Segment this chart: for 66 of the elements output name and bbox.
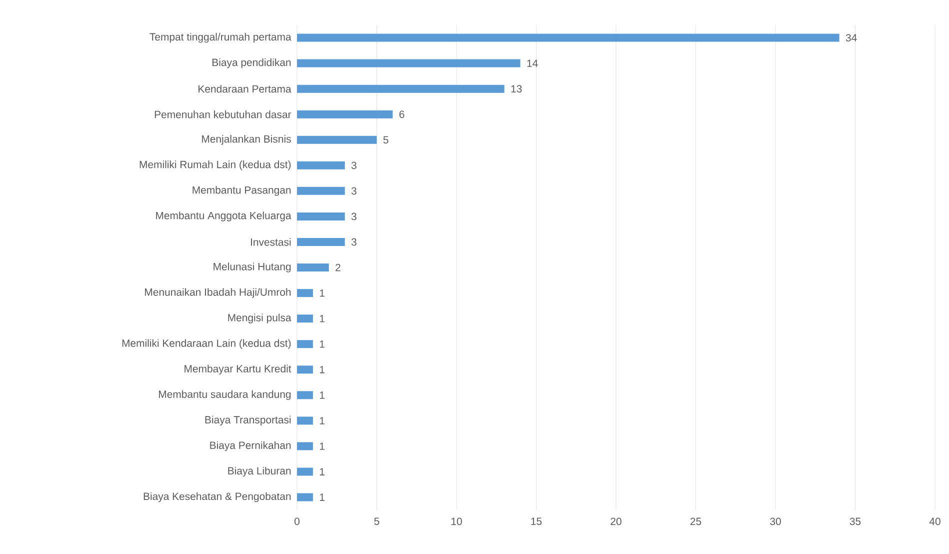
y-tick-label: Investasi bbox=[251, 238, 291, 246]
bar bbox=[297, 136, 377, 144]
y-tick-label: Biaya Transportasi bbox=[205, 416, 291, 426]
data-label: 1 bbox=[320, 417, 324, 424]
y-tick-label: Menunaikan Ibadah Haji/Umroh bbox=[145, 288, 291, 298]
y-tick-label: Pemenuhan kebutuhan dasar bbox=[154, 110, 292, 118]
y-tick-label: Memiliki Rumah Lain (kedua dst) bbox=[140, 160, 291, 170]
data-label: 5 bbox=[383, 136, 388, 144]
data-label: 3 bbox=[351, 187, 356, 195]
x-tick-label: 35 bbox=[850, 518, 861, 526]
x-tick-label: 0 bbox=[294, 518, 300, 526]
x-tick-label: 10 bbox=[451, 518, 462, 526]
bar bbox=[297, 314, 313, 323]
data-label: 1 bbox=[320, 366, 324, 374]
bar bbox=[297, 289, 313, 298]
bar bbox=[297, 84, 504, 93]
y-tick-label: Membayar Kartu Kredit bbox=[184, 364, 292, 374]
bar bbox=[297, 493, 313, 502]
x-tick-label: 40 bbox=[929, 518, 940, 526]
data-label: 1 bbox=[320, 494, 324, 501]
x-tick-label: 15 bbox=[531, 518, 542, 525]
x-tick-label: 25 bbox=[690, 518, 702, 526]
data-label: 14 bbox=[527, 60, 538, 67]
data-label: 1 bbox=[320, 392, 324, 399]
y-tick-label: Biaya Kesehatan & Pengobatan bbox=[144, 492, 291, 502]
data-label: 1 bbox=[320, 468, 324, 476]
bar bbox=[297, 212, 345, 220]
data-label: 2 bbox=[336, 264, 340, 272]
bar bbox=[297, 59, 520, 68]
y-tick-label: Biaya Liburan bbox=[228, 466, 291, 477]
data-label: 1 bbox=[320, 442, 324, 450]
y-tick-label: Tempat tinggal/rumah pertama bbox=[150, 32, 292, 43]
data-label: 3 bbox=[351, 162, 356, 170]
y-tick-label: Menjalankan Bisnis bbox=[202, 134, 291, 145]
bar bbox=[297, 416, 313, 425]
data-label: 3 bbox=[351, 212, 356, 220]
bar bbox=[297, 238, 345, 246]
x-tick-label: 30 bbox=[770, 518, 781, 526]
data-label: 3 bbox=[351, 238, 356, 246]
data-label: 1 bbox=[320, 314, 324, 322]
bar bbox=[297, 442, 313, 450]
bar bbox=[297, 264, 329, 272]
bar bbox=[297, 391, 313, 400]
bar bbox=[297, 340, 313, 348]
bar bbox=[297, 161, 345, 170]
y-tick-label: Melunasi Hutang bbox=[214, 262, 291, 272]
y-tick-label: Kendaraan Pertama bbox=[198, 84, 292, 93]
bar bbox=[297, 34, 840, 42]
data-label: 13 bbox=[511, 85, 522, 93]
y-tick-label: Biaya Pernikahan bbox=[210, 441, 291, 452]
y-tick-label: Membantu saudara kandung bbox=[159, 390, 291, 400]
data-label: 34 bbox=[846, 34, 857, 42]
x-tick-label: 5 bbox=[374, 518, 380, 525]
x-tick-label: 20 bbox=[610, 518, 622, 526]
y-tick-label: Membantu Anggota Keluarga bbox=[156, 212, 292, 222]
bar bbox=[297, 186, 345, 195]
y-tick-label: Membantu Pasangan bbox=[192, 186, 291, 196]
y-tick-label: Biaya pendidikan bbox=[212, 58, 291, 68]
bar bbox=[297, 468, 313, 476]
y-tick-label: Mengisi pulsa bbox=[228, 314, 292, 324]
data-label: 1 bbox=[320, 289, 324, 297]
y-tick-label: Memiliki Kendaraan Lain (kedua dst) bbox=[122, 339, 291, 349]
data-label: 1 bbox=[320, 340, 324, 348]
data-label: 6 bbox=[399, 110, 404, 118]
bar bbox=[297, 366, 313, 374]
bar bbox=[297, 110, 393, 118]
